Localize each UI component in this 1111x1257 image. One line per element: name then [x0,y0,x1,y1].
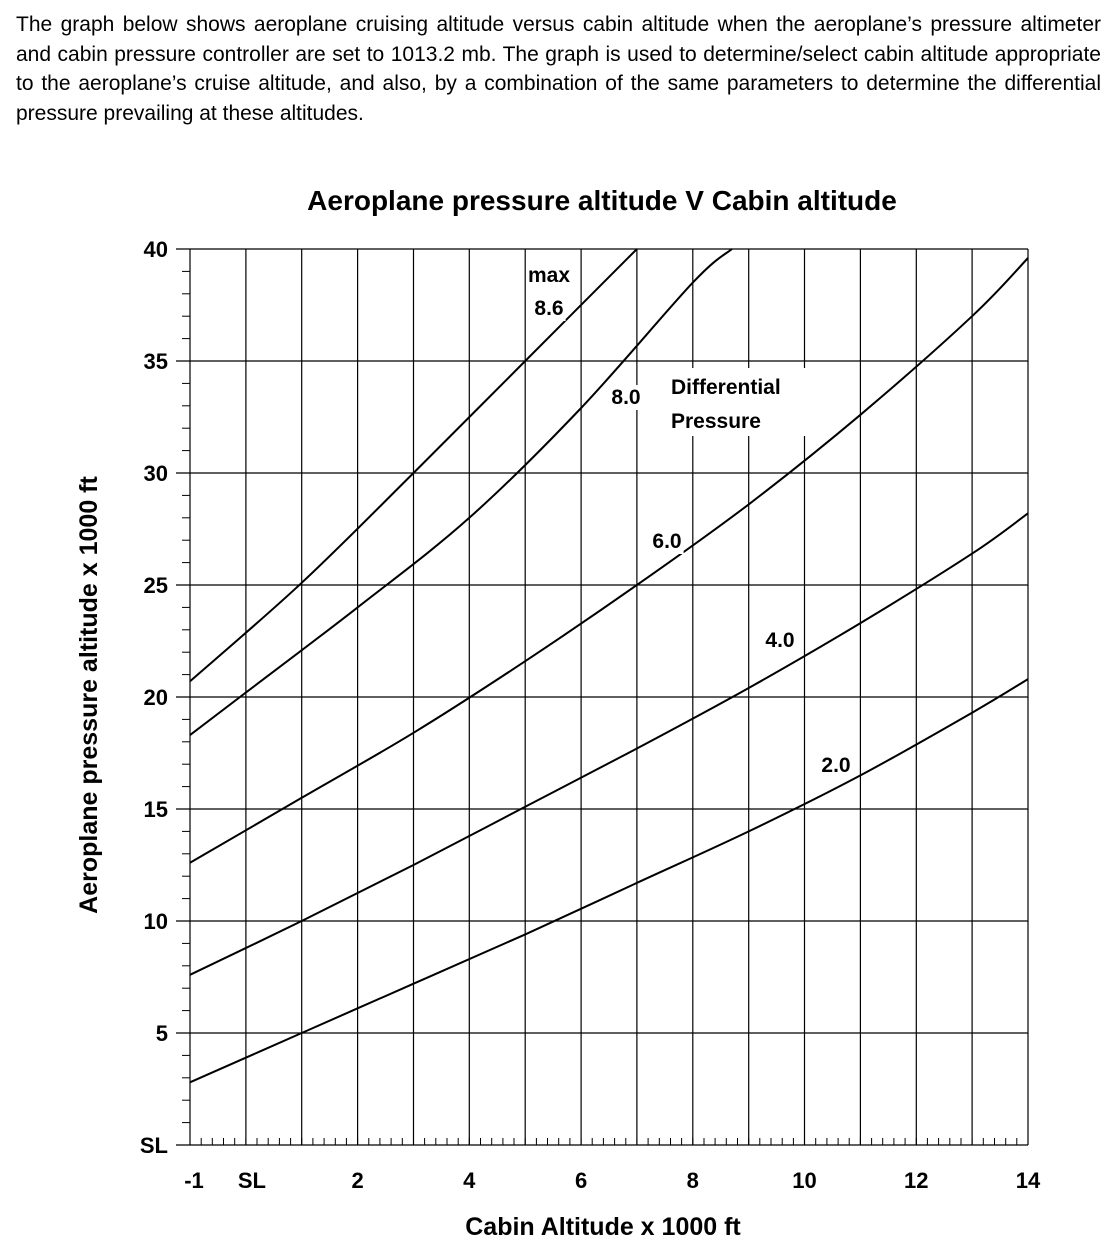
curve-8-6 [189,248,638,683]
curve-2-0 [189,678,1029,1084]
annotation-6-0: 6.0 [652,530,681,553]
curve-8-0 [189,248,733,736]
annotation-label-bg [525,263,573,288]
annotation-label-bg [532,296,566,321]
y-tick-label: 40 [144,237,168,262]
x-axis-label: Cabin Altitude x 1000 ft [465,1213,741,1241]
y-axis-label: Aeroplane pressure altitude x 1000 ft [75,476,103,914]
annotation-max: max [528,264,570,287]
annotation-pressure: Pressure [671,410,761,433]
y-tick-label: 25 [144,573,168,598]
x-tick-label: 2 [351,1168,363,1193]
curves [189,248,1029,1084]
y-tick-label: 35 [144,349,168,374]
annotation-label-bg [650,529,684,554]
x-tick-label: 10 [792,1168,816,1193]
x-tick-label: 12 [904,1168,928,1193]
chart-title: Aeroplane pressure altitude V Cabin alti… [307,185,897,216]
y-tick-label: SL [140,1133,168,1158]
tick-labels: SL 5 10 15 20 25 30 35 40 -1 SL 2 4 6 8 10 12 14 [140,237,1041,1193]
annotation-8-6: 8.6 [534,297,563,320]
x-tick-label: 14 [1016,1168,1041,1193]
curve-4-0 [189,512,1029,976]
annotation-8-0: 8.0 [611,386,640,409]
x-tick-label: -1 [184,1168,204,1193]
x-tick-label: 4 [463,1168,476,1193]
grid [176,248,1029,1146]
annotation-2-0: 2.0 [821,754,850,777]
y-tick-label: 15 [144,797,168,822]
y-tick-label: 20 [144,685,168,710]
annotation-label-bg [609,385,643,410]
y-tick-label: 10 [144,909,168,934]
x-tick-label: 6 [575,1168,587,1193]
annotation-differential: Differential [671,376,781,399]
x-tick-label: 8 [687,1168,699,1193]
annotation-label-bg [669,409,763,434]
intro-paragraph: The graph below shows aeroplane cruising… [16,13,1101,125]
annotation-label-bg [669,375,783,400]
annotation-4-0: 4.0 [765,629,794,652]
annotation-label-bg [819,753,853,778]
y-tick-label: 30 [144,461,168,486]
x-tick-label: SL [238,1168,266,1193]
annotation-label-bg [763,628,797,653]
curve-6-0 [189,257,1029,864]
y-tick-label: 5 [156,1021,168,1046]
annotations: max 8.6 8.0 Differential Pressure 6.0 4.… [525,263,853,778]
